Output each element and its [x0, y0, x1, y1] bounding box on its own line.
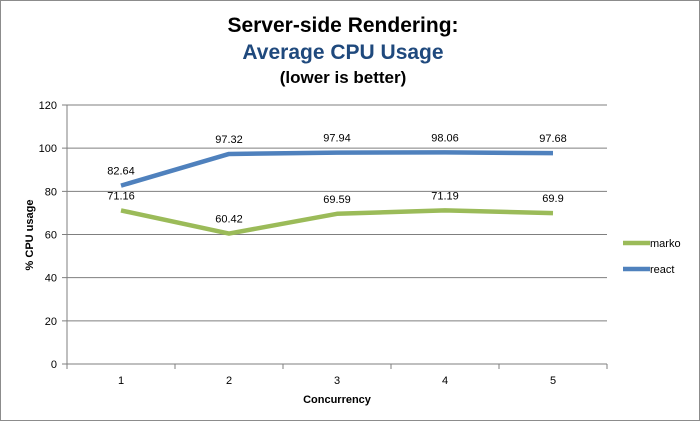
series-line-react: [120, 150, 554, 188]
data-label-marko: 71.19: [431, 190, 459, 202]
legend-label-react: react: [650, 264, 674, 276]
data-label-react: 98.06: [431, 132, 459, 144]
x-tick-label-3: 3: [334, 375, 340, 387]
data-label-react: 82.64: [107, 166, 135, 178]
legend: marko react: [623, 238, 681, 276]
x-tick-label-1: 1: [118, 375, 124, 387]
x-tick-label-5: 5: [550, 375, 556, 387]
y-tick-label: 60: [45, 230, 57, 242]
chart-subtitle: Average CPU Usage: [242, 41, 443, 64]
legend-label-marko: marko: [650, 238, 681, 250]
chart-note: (lower is better): [280, 68, 407, 87]
axes: 0 20 40 60 80 100 120 1 2 3 4 5: [39, 100, 608, 387]
y-tick-label: 0: [51, 359, 57, 371]
x-axis-title: Concurrency: [303, 394, 372, 406]
data-label-marko: 69.9: [542, 193, 563, 205]
gridlines: [62, 104, 607, 365]
y-axis-title: % CPU usage: [24, 200, 36, 271]
chart-title: Server-side Rendering:: [227, 14, 458, 37]
data-label-marko: 69.59: [323, 194, 351, 206]
data-label-marko: 71.16: [107, 190, 135, 202]
data-label-react: 97.94: [323, 133, 351, 145]
y-tick-label: 20: [45, 316, 57, 328]
y-tick-label: 120: [39, 100, 57, 112]
data-label-react: 97.68: [539, 133, 567, 145]
data-label-marko: 60.42: [215, 214, 243, 226]
data-labels: 71.16 60.42 69.59 71.19 69.9 82.64 97.32 97.94 9…: [107, 132, 567, 225]
data-label-react: 97.32: [215, 134, 243, 146]
x-tick-label-4: 4: [442, 375, 448, 387]
y-tick-label: 100: [39, 143, 57, 155]
series-lines: [120, 150, 554, 236]
x-tick-label-2: 2: [226, 375, 232, 387]
y-tick-label: 40: [45, 273, 57, 285]
y-tick-label: 80: [45, 186, 57, 198]
